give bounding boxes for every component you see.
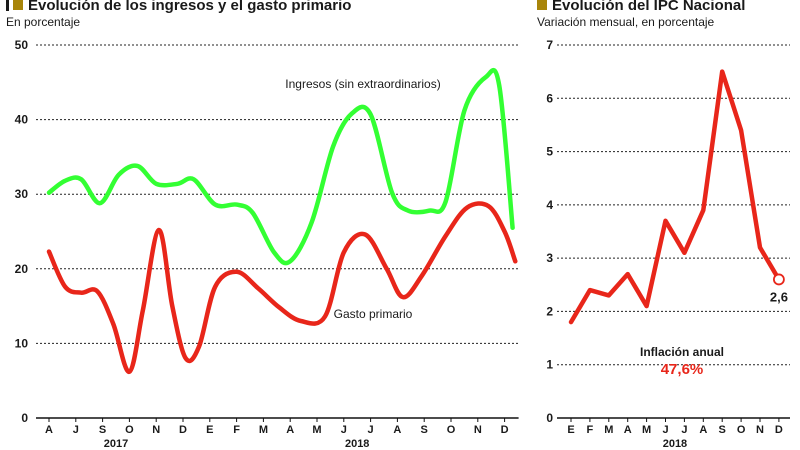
y-tick-label: 5 bbox=[546, 145, 553, 159]
y-tick-label: 6 bbox=[546, 91, 553, 105]
x-tick-label: O bbox=[447, 424, 456, 436]
y-tick-label: 40 bbox=[15, 113, 29, 127]
x-tick-label: D bbox=[501, 424, 509, 436]
x-tick-label: D bbox=[775, 424, 783, 436]
title-square-icon bbox=[13, 0, 23, 10]
x-tick-label: N bbox=[474, 424, 482, 436]
year-label: 2018 bbox=[663, 438, 687, 450]
left-chart-subtitle: En porcentaje bbox=[6, 15, 81, 29]
title-bar-marker bbox=[6, 0, 9, 11]
x-tick-label: S bbox=[719, 424, 726, 436]
x-tick-label: J bbox=[662, 424, 668, 436]
x-tick-label: D bbox=[179, 424, 187, 436]
last-value-label: 2,6 bbox=[770, 289, 788, 304]
x-tick-label: O bbox=[125, 424, 134, 436]
annotation-value: 47,6% bbox=[661, 361, 704, 378]
x-tick-label: A bbox=[624, 424, 632, 436]
x-tick-label: M bbox=[642, 424, 651, 436]
series-label-ingresos: Ingresos (sin extraordinarios) bbox=[285, 77, 440, 91]
series-line-ipc bbox=[568, 69, 782, 325]
x-tick-label: E bbox=[206, 424, 213, 436]
right-chart-title: Evolución del IPC Nacional bbox=[537, 0, 745, 14]
annotation-label: Inflación anual bbox=[640, 345, 724, 359]
series-line-gasto bbox=[46, 201, 518, 374]
y-tick-label: 1 bbox=[546, 358, 553, 372]
last-point-marker bbox=[773, 273, 785, 286]
x-tick-label: N bbox=[756, 424, 764, 436]
x-tick-label: J bbox=[681, 424, 687, 436]
y-tick-label: 50 bbox=[15, 38, 29, 52]
x-tick-label: A bbox=[393, 424, 401, 436]
right-title-text: Evolución del IPC Nacional bbox=[552, 0, 746, 14]
y-tick-label: 0 bbox=[21, 411, 28, 425]
y-tick-label: 4 bbox=[546, 198, 553, 212]
x-tick-label: F bbox=[233, 424, 240, 436]
y-tick-label: 7 bbox=[546, 38, 553, 52]
x-tick-label: S bbox=[421, 424, 428, 436]
y-tick-label: 10 bbox=[15, 336, 29, 350]
x-tick-label: A bbox=[286, 424, 294, 436]
x-tick-label: J bbox=[73, 424, 79, 436]
title-square-icon bbox=[537, 0, 547, 10]
y-tick-label: 3 bbox=[546, 251, 553, 265]
x-tick-label: O bbox=[737, 424, 746, 436]
x-tick-label: A bbox=[699, 424, 707, 436]
y-tick-label: 20 bbox=[15, 262, 29, 276]
x-tick-label: N bbox=[152, 424, 160, 436]
year-label: 2018 bbox=[345, 438, 369, 450]
x-tick-label: F bbox=[587, 424, 594, 436]
y-tick-label: 0 bbox=[546, 411, 553, 425]
x-tick-label: A bbox=[45, 424, 53, 436]
x-tick-label: M bbox=[312, 424, 321, 436]
series-label-gasto: Gasto primario bbox=[334, 307, 413, 321]
year-label: 2017 bbox=[104, 438, 128, 450]
y-tick-label: 30 bbox=[15, 187, 29, 201]
x-tick-label: E bbox=[567, 424, 574, 436]
x-tick-label: J bbox=[341, 424, 347, 436]
y-tick-label: 2 bbox=[546, 304, 553, 318]
x-tick-label: J bbox=[368, 424, 374, 436]
x-tick-label: S bbox=[99, 424, 106, 436]
left-chart-title: Evolución de los ingresos y el gasto pri… bbox=[6, 0, 351, 14]
x-tick-label: M bbox=[259, 424, 268, 436]
series-line-ingresos bbox=[46, 67, 515, 266]
left-title-text: Evolución de los ingresos y el gasto pri… bbox=[28, 0, 352, 14]
x-tick-label: M bbox=[604, 424, 613, 436]
right-chart-subtitle: Variación mensual, en porcentaje bbox=[537, 15, 715, 29]
